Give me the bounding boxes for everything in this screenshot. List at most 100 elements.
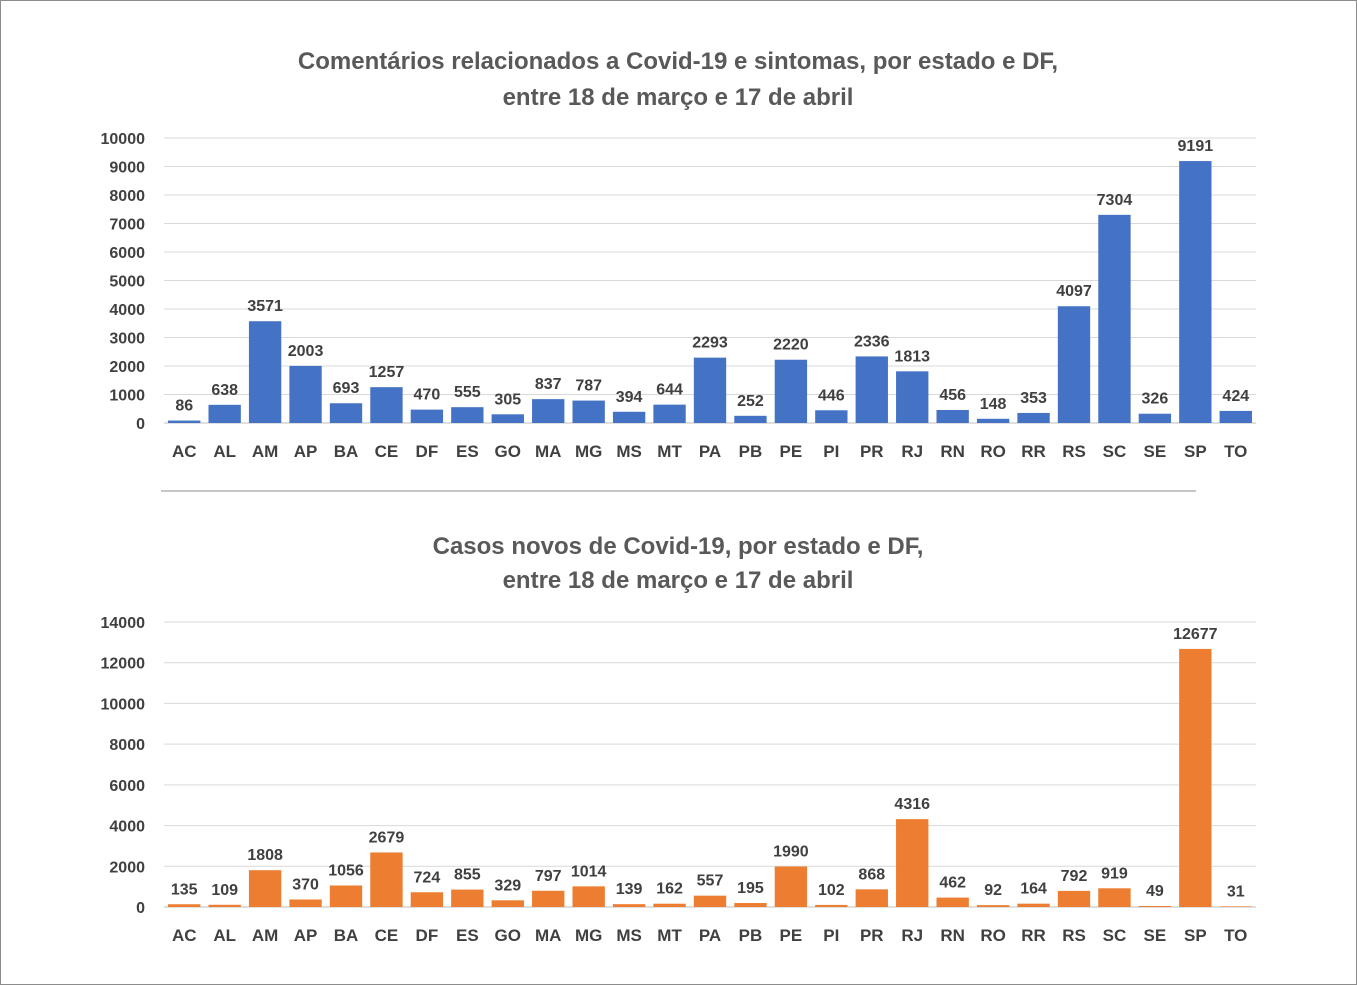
x-tick-label: SC bbox=[1103, 926, 1127, 945]
x-tick-label: SE bbox=[1144, 442, 1167, 461]
y-tick-label: 1000 bbox=[109, 388, 145, 405]
x-tick-label: MA bbox=[535, 442, 561, 461]
x-tick-label: MG bbox=[575, 926, 602, 945]
x-tick-label: SC bbox=[1103, 442, 1127, 461]
bar-go bbox=[491, 414, 524, 423]
x-tick-label: PA bbox=[699, 926, 721, 945]
bar-mg bbox=[572, 886, 605, 907]
data-label: 919 bbox=[1101, 865, 1128, 882]
data-label: 394 bbox=[616, 389, 643, 406]
data-label: 370 bbox=[292, 876, 319, 893]
x-tick-label: MT bbox=[657, 442, 682, 461]
data-label: 92 bbox=[984, 882, 1002, 899]
data-label: 3571 bbox=[247, 298, 283, 315]
data-label: 329 bbox=[494, 877, 521, 894]
x-tick-label: AM bbox=[252, 926, 278, 945]
data-label: 162 bbox=[656, 881, 683, 898]
bar-to bbox=[1219, 906, 1252, 907]
bar-pb bbox=[734, 903, 767, 907]
x-tick-label: MS bbox=[616, 926, 642, 945]
bar-es bbox=[451, 889, 484, 907]
data-label: 470 bbox=[414, 387, 441, 404]
x-tick-label: MS bbox=[616, 442, 642, 461]
data-label: 4316 bbox=[894, 796, 930, 813]
bar-rj bbox=[896, 819, 929, 907]
data-label: 1257 bbox=[369, 364, 405, 381]
chart-title-line: entre 18 de março e 17 de abril bbox=[503, 84, 854, 111]
bar-rn bbox=[936, 410, 969, 423]
bar-rr bbox=[1017, 903, 1050, 907]
chart-title-line: Comentários relacionados a Covid-19 e si… bbox=[298, 48, 1058, 75]
chart-title-line: entre 18 de março e 17 de abril bbox=[503, 567, 854, 594]
x-tick-label: MA bbox=[535, 926, 561, 945]
x-tick-label: AL bbox=[213, 926, 236, 945]
x-tick-label: AM bbox=[252, 442, 278, 461]
x-tick-label: PI bbox=[823, 926, 839, 945]
bar-se bbox=[1138, 906, 1172, 907]
x-tick-label: RS bbox=[1062, 926, 1086, 945]
x-tick-label: RN bbox=[940, 442, 965, 461]
data-label: 462 bbox=[939, 875, 966, 892]
data-label: 693 bbox=[333, 380, 360, 397]
data-label: 797 bbox=[535, 868, 562, 885]
x-tick-label: RS bbox=[1062, 442, 1086, 461]
x-tick-label: PB bbox=[739, 926, 763, 945]
data-label: 109 bbox=[211, 882, 238, 899]
x-tick-label: SP bbox=[1184, 926, 1207, 945]
y-tick-label: 0 bbox=[136, 416, 145, 433]
bar-mt bbox=[653, 903, 686, 907]
bar-ce bbox=[370, 387, 403, 423]
x-tick-label: RJ bbox=[901, 926, 923, 945]
data-label: 2679 bbox=[369, 829, 405, 846]
data-label: 868 bbox=[858, 866, 885, 883]
data-label: 49 bbox=[1146, 883, 1164, 900]
y-tick-label: 6000 bbox=[109, 778, 145, 795]
x-tick-label: MT bbox=[657, 926, 682, 945]
y-tick-label: 2000 bbox=[109, 359, 145, 376]
x-tick-label: GO bbox=[495, 442, 521, 461]
data-label: 12677 bbox=[1173, 626, 1218, 643]
bar-sc bbox=[1098, 888, 1131, 907]
y-tick-label: 3000 bbox=[109, 331, 145, 348]
bar-es bbox=[451, 407, 484, 423]
data-label: 102 bbox=[818, 882, 845, 899]
bar-ap bbox=[289, 899, 322, 907]
x-tick-label: PA bbox=[699, 442, 721, 461]
bar-pi bbox=[815, 410, 848, 423]
x-tick-label: PE bbox=[780, 442, 803, 461]
data-label: 195 bbox=[737, 880, 764, 897]
bar-ma bbox=[532, 399, 565, 423]
data-label: 164 bbox=[1020, 881, 1047, 898]
bar-al bbox=[208, 404, 241, 423]
bar-al bbox=[208, 904, 241, 907]
data-label: 1813 bbox=[894, 348, 930, 365]
bar-df bbox=[410, 892, 444, 907]
bar-am bbox=[248, 870, 282, 907]
data-label: 9191 bbox=[1178, 138, 1214, 155]
x-tick-label: RN bbox=[940, 926, 965, 945]
y-tick-label: 7000 bbox=[109, 217, 145, 234]
x-tick-label: PE bbox=[780, 926, 803, 945]
bar-pa bbox=[693, 895, 727, 907]
bar-ro bbox=[976, 905, 1010, 907]
data-label: 855 bbox=[454, 867, 481, 884]
bar-mg bbox=[572, 400, 605, 423]
bar-sc bbox=[1098, 214, 1131, 423]
x-tick-label: PB bbox=[739, 442, 763, 461]
bar-se bbox=[1138, 413, 1172, 423]
x-tick-label: RR bbox=[1021, 442, 1046, 461]
data-label: 252 bbox=[737, 393, 764, 410]
bar-ap bbox=[289, 365, 322, 423]
bar-pi bbox=[815, 904, 848, 907]
bar-rj bbox=[896, 371, 929, 423]
data-label: 424 bbox=[1222, 388, 1249, 405]
x-tick-label: BA bbox=[334, 926, 359, 945]
bar-pb bbox=[734, 415, 767, 423]
bar-ac bbox=[168, 420, 201, 423]
y-tick-label: 8000 bbox=[109, 737, 145, 754]
y-tick-label: 14000 bbox=[101, 615, 146, 632]
x-tick-label: RJ bbox=[901, 442, 923, 461]
x-tick-label: PI bbox=[823, 442, 839, 461]
data-label: 148 bbox=[980, 396, 1007, 413]
